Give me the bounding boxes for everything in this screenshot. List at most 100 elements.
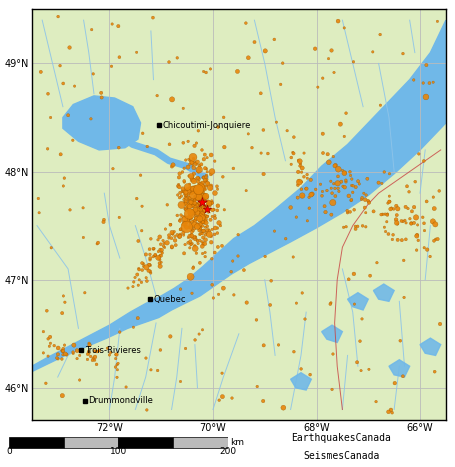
Point	[382, 228, 389, 235]
Point	[325, 55, 332, 63]
Point	[386, 198, 393, 205]
Point	[152, 252, 159, 259]
Point	[84, 356, 91, 363]
Point	[216, 396, 223, 404]
Point	[300, 173, 308, 180]
Point	[335, 165, 342, 173]
Point	[147, 262, 154, 269]
Point	[196, 176, 203, 183]
Point	[194, 206, 202, 214]
Point	[181, 187, 188, 194]
Point	[195, 200, 202, 208]
Point	[362, 196, 369, 204]
Point	[201, 204, 208, 211]
Point	[194, 240, 202, 247]
Point	[54, 351, 61, 358]
Point	[196, 164, 203, 171]
Point	[96, 347, 103, 354]
Point	[140, 260, 147, 268]
Point	[198, 146, 206, 154]
Point	[275, 341, 282, 349]
Point	[331, 162, 339, 170]
Point	[194, 204, 202, 212]
Point	[182, 194, 189, 201]
Point	[331, 184, 339, 192]
Point	[185, 215, 192, 223]
Point	[301, 315, 308, 323]
Point	[194, 237, 201, 245]
Point	[51, 342, 58, 349]
Point	[431, 368, 438, 375]
Point	[114, 360, 121, 367]
Point	[167, 333, 174, 340]
Point	[203, 213, 211, 220]
Point	[35, 209, 43, 217]
Point	[193, 188, 201, 196]
Point	[157, 262, 164, 270]
Point	[429, 218, 436, 225]
Point	[152, 251, 159, 258]
Point	[221, 206, 228, 213]
Point	[190, 155, 197, 163]
Point	[191, 199, 198, 207]
Point	[197, 184, 204, 191]
Polygon shape	[389, 360, 410, 377]
Point	[80, 204, 87, 212]
Point	[156, 233, 163, 241]
Point	[139, 266, 146, 274]
Point	[192, 214, 199, 221]
Point	[87, 353, 94, 360]
Point	[412, 178, 419, 185]
Point	[251, 38, 258, 46]
Point	[332, 192, 339, 200]
Point	[294, 194, 301, 201]
Point	[197, 215, 204, 222]
Point	[200, 198, 207, 205]
Point	[346, 168, 354, 176]
Point	[258, 149, 265, 157]
Point	[308, 191, 315, 198]
Point	[187, 203, 195, 210]
Point	[202, 202, 210, 209]
Point	[174, 231, 181, 239]
Point	[188, 240, 196, 247]
Point	[196, 205, 203, 212]
Point	[202, 213, 209, 221]
Point	[87, 115, 95, 122]
Point	[182, 192, 189, 200]
Point	[277, 81, 284, 88]
Point	[187, 199, 194, 206]
Point	[344, 207, 351, 214]
Point	[188, 159, 196, 166]
Point	[187, 224, 195, 231]
Point	[197, 192, 204, 200]
Point	[234, 231, 242, 239]
Point	[345, 192, 353, 199]
Point	[397, 337, 404, 345]
Point	[186, 210, 193, 218]
Point	[181, 249, 188, 257]
Point	[202, 164, 209, 172]
Point	[142, 251, 150, 258]
Point	[197, 198, 204, 205]
Point	[196, 166, 203, 173]
Point	[199, 250, 206, 257]
Point	[197, 209, 204, 216]
Point	[156, 256, 163, 263]
Point	[161, 240, 168, 247]
Point	[194, 207, 201, 214]
Point	[341, 133, 348, 140]
Point	[202, 253, 209, 260]
Point	[213, 183, 221, 190]
Point	[350, 206, 358, 213]
Point	[347, 208, 354, 216]
Point	[147, 255, 154, 262]
Point	[200, 210, 207, 218]
Point	[378, 180, 385, 187]
Point	[305, 193, 313, 201]
Point	[200, 188, 207, 196]
Point	[408, 208, 415, 215]
Point	[174, 183, 182, 190]
Point	[131, 274, 139, 281]
Point	[188, 209, 195, 217]
